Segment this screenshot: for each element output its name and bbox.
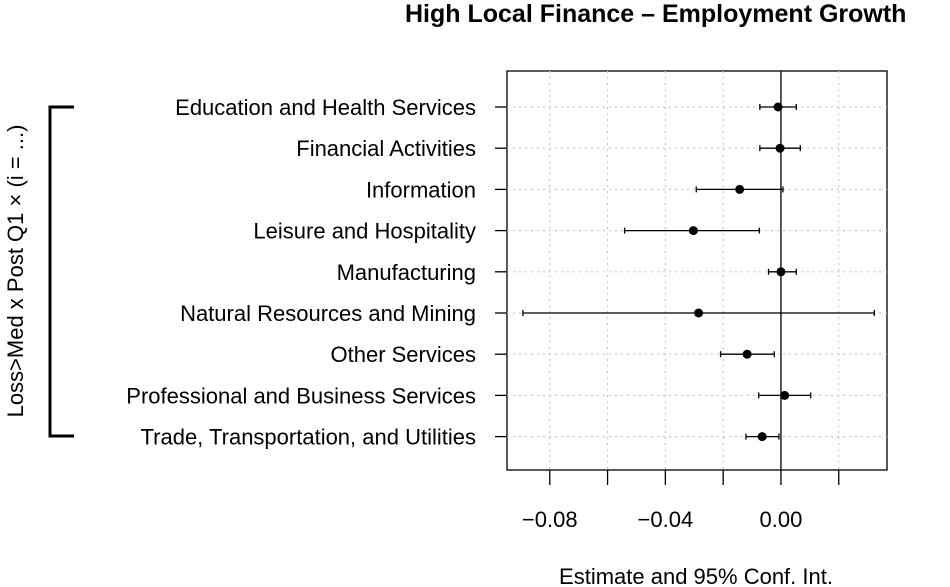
- y-axis-label: Loss>Med x Post Q1 × (i = ...): [3, 125, 28, 418]
- plot-frame: [506, 70, 888, 471]
- estimate-point: [773, 102, 783, 112]
- estimate-point: [688, 226, 698, 236]
- x-tick-label: −0.08: [522, 507, 578, 532]
- category-label: Information: [366, 177, 476, 202]
- y-axis-ticks: [495, 106, 507, 438]
- category-label: Leisure and Hospitality: [253, 219, 476, 244]
- category-label: Natural Resources and Mining: [180, 301, 476, 326]
- estimate-points: [688, 102, 790, 442]
- x-axis-label: Estimate and 95% Conf. Int.: [559, 564, 833, 587]
- y-axis-bracket: [48, 105, 74, 438]
- x-tick-label: 0.00: [760, 507, 803, 532]
- category-label: Education and Health Services: [175, 95, 476, 120]
- category-label: Manufacturing: [337, 260, 476, 285]
- estimate-point: [775, 143, 785, 153]
- category-labels: Education and Health Services Financial A…: [126, 95, 476, 450]
- estimate-point: [694, 308, 704, 318]
- grid-lines: [507, 71, 887, 470]
- category-label: Professional and Business Services: [126, 383, 476, 408]
- estimate-point: [780, 390, 790, 400]
- category-label: Financial Activities: [296, 136, 476, 161]
- category-label: Trade, Transportation, and Utilities: [141, 425, 476, 450]
- x-tick-label: −0.04: [638, 507, 694, 532]
- estimate-point: [776, 267, 786, 277]
- estimate-point: [757, 432, 767, 442]
- chart-title: High Local Finance – Employment Growth: [405, 0, 906, 28]
- category-label: Other Services: [331, 342, 477, 367]
- estimate-point: [742, 349, 752, 359]
- estimate-point: [735, 184, 745, 194]
- x-axis-ticks: −0.08 −0.04 0.00: [522, 470, 840, 532]
- confidence-intervals: [522, 104, 875, 440]
